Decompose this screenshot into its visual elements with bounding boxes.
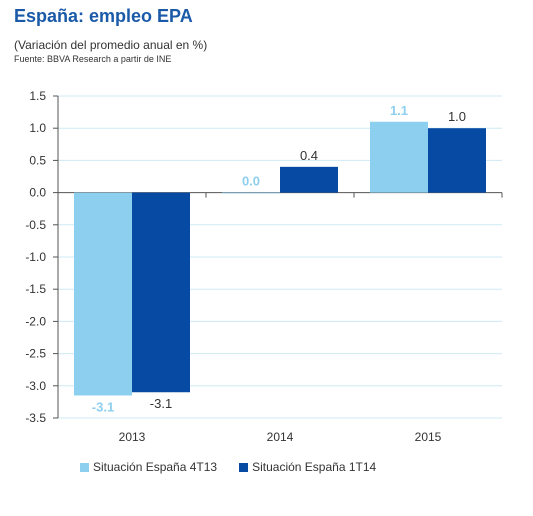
- legend-item-4t13: Situación España 4T13: [80, 460, 217, 474]
- chart-title: España: empleo EPA: [14, 6, 193, 26]
- bars: [74, 121, 486, 396]
- chart-subtitle: (Variación del promedio anual en %): [14, 38, 208, 52]
- bar-4t13-2013: [74, 192, 132, 396]
- data-label: 0.0: [242, 174, 260, 189]
- bar-1t14-2015: [428, 128, 486, 193]
- y-tick-label: 0.0: [29, 186, 46, 200]
- legend-swatch-4t13: [80, 462, 89, 472]
- bar-4t13-2014: [222, 192, 280, 194]
- axes: 1.5 1.0 0.5 0.0 -0.5 -1.0 -1.5 -2.0 -2.5 -3.0 -3.5…: [25, 89, 503, 444]
- y-tick-label: -0.5: [25, 218, 46, 232]
- x-tick-label: 2013: [119, 430, 146, 444]
- y-tick-label: -1.0: [25, 250, 46, 264]
- bar-4t13-2015: [370, 121, 428, 193]
- legend-label-4t13: Situación España 4T13: [93, 460, 218, 474]
- y-tick-label: 1.0: [29, 121, 46, 135]
- data-label: 0.4: [300, 148, 318, 163]
- x-tick-label: 2014: [267, 430, 294, 444]
- bar-1t14-2013: [132, 192, 190, 393]
- data-label: -3.1: [92, 399, 114, 414]
- bar-1t14-2014: [280, 166, 338, 193]
- data-label: 1.1: [390, 103, 408, 118]
- data-labels: -3.1 -3.1 0.0 0.4 1.1 1.0: [92, 103, 466, 415]
- y-tick-label: 1.5: [29, 89, 46, 103]
- legend-label-1t14: Situación España 1T14: [252, 460, 377, 474]
- legend-item-1t14: Situación España 1T14: [239, 460, 376, 474]
- legend-swatch-1t14: [239, 462, 249, 472]
- y-tick-label: -2.0: [25, 314, 46, 328]
- x-tick-label: 2015: [415, 430, 442, 444]
- data-label: -3.1: [150, 396, 172, 411]
- y-tick-label: -2.5: [25, 347, 46, 361]
- y-tick-label: -3.0: [25, 379, 46, 393]
- y-tick-label: 0.5: [29, 153, 46, 167]
- chart-source: Fuente: BBVA Research a partir de INE: [14, 54, 172, 64]
- legend: Situación España 4T13 Situación España 1…: [80, 460, 376, 474]
- y-tick-label: -1.5: [25, 282, 46, 296]
- y-tick-label: -3.5: [25, 411, 46, 425]
- data-label: 1.0: [448, 109, 466, 124]
